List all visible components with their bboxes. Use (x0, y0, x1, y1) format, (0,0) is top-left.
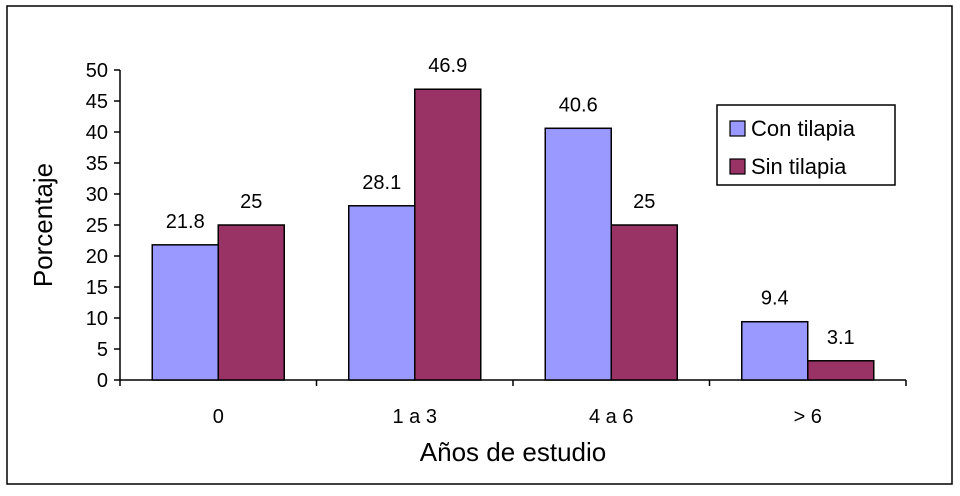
x-tick-label: 1 a 3 (393, 406, 437, 428)
x-tick-label: 0 (213, 406, 224, 428)
legend: Con tilapia Sin tilapia (716, 104, 896, 186)
legend-swatch-con-tilapia (729, 120, 746, 137)
x-tick-label: 4 a 6 (589, 406, 633, 428)
y-tick-label: 45 (86, 91, 108, 113)
x-axis-title: Años de estudio (420, 437, 606, 467)
y-tick-label: 10 (86, 308, 108, 330)
y-tick-label: 25 (86, 215, 108, 237)
legend-swatch-sin-tilapia (729, 158, 746, 175)
y-tick-label: 50 (86, 60, 108, 82)
legend-box (716, 104, 896, 186)
legend-label-sin-tilapia: Sin tilapia (751, 154, 847, 179)
data-label: 21.8 (166, 211, 205, 233)
bars (151, 88, 875, 381)
y-axis-title: Porcentaje (28, 163, 58, 287)
data-label: 25 (633, 191, 655, 213)
y-tick-label: 5 (97, 339, 108, 361)
data-label: 40.6 (559, 94, 598, 116)
bar-sin-tilapia (217, 224, 285, 381)
y-tick-label: 0 (97, 370, 108, 392)
data-label: 3.1 (827, 327, 855, 349)
data-label: 46.9 (428, 55, 467, 77)
y-tick-label: 35 (86, 153, 108, 175)
bar-con-tilapia (151, 244, 219, 381)
data-label: 28.1 (362, 172, 401, 194)
bar-sin-tilapia (807, 360, 875, 381)
bar-sin-tilapia (414, 88, 482, 381)
y-tick-label: 30 (86, 184, 108, 206)
y-tick-label: 15 (86, 277, 108, 299)
bar-con-tilapia (544, 127, 612, 381)
y-tick-label: 40 (86, 122, 108, 144)
y-tick-label: 20 (86, 246, 108, 268)
bar-con-tilapia (741, 320, 809, 381)
x-tick-label: > 6 (794, 406, 822, 428)
bar-sin-tilapia (610, 224, 678, 381)
value-labels: 21.8 25 28.1 46.9 40.6 25 9.4 3.1 (166, 55, 855, 349)
data-label: 25 (240, 191, 262, 213)
bar-con-tilapia (348, 205, 416, 381)
data-label: 9.4 (761, 288, 789, 310)
legend-label-con-tilapia: Con tilapia (751, 116, 856, 141)
